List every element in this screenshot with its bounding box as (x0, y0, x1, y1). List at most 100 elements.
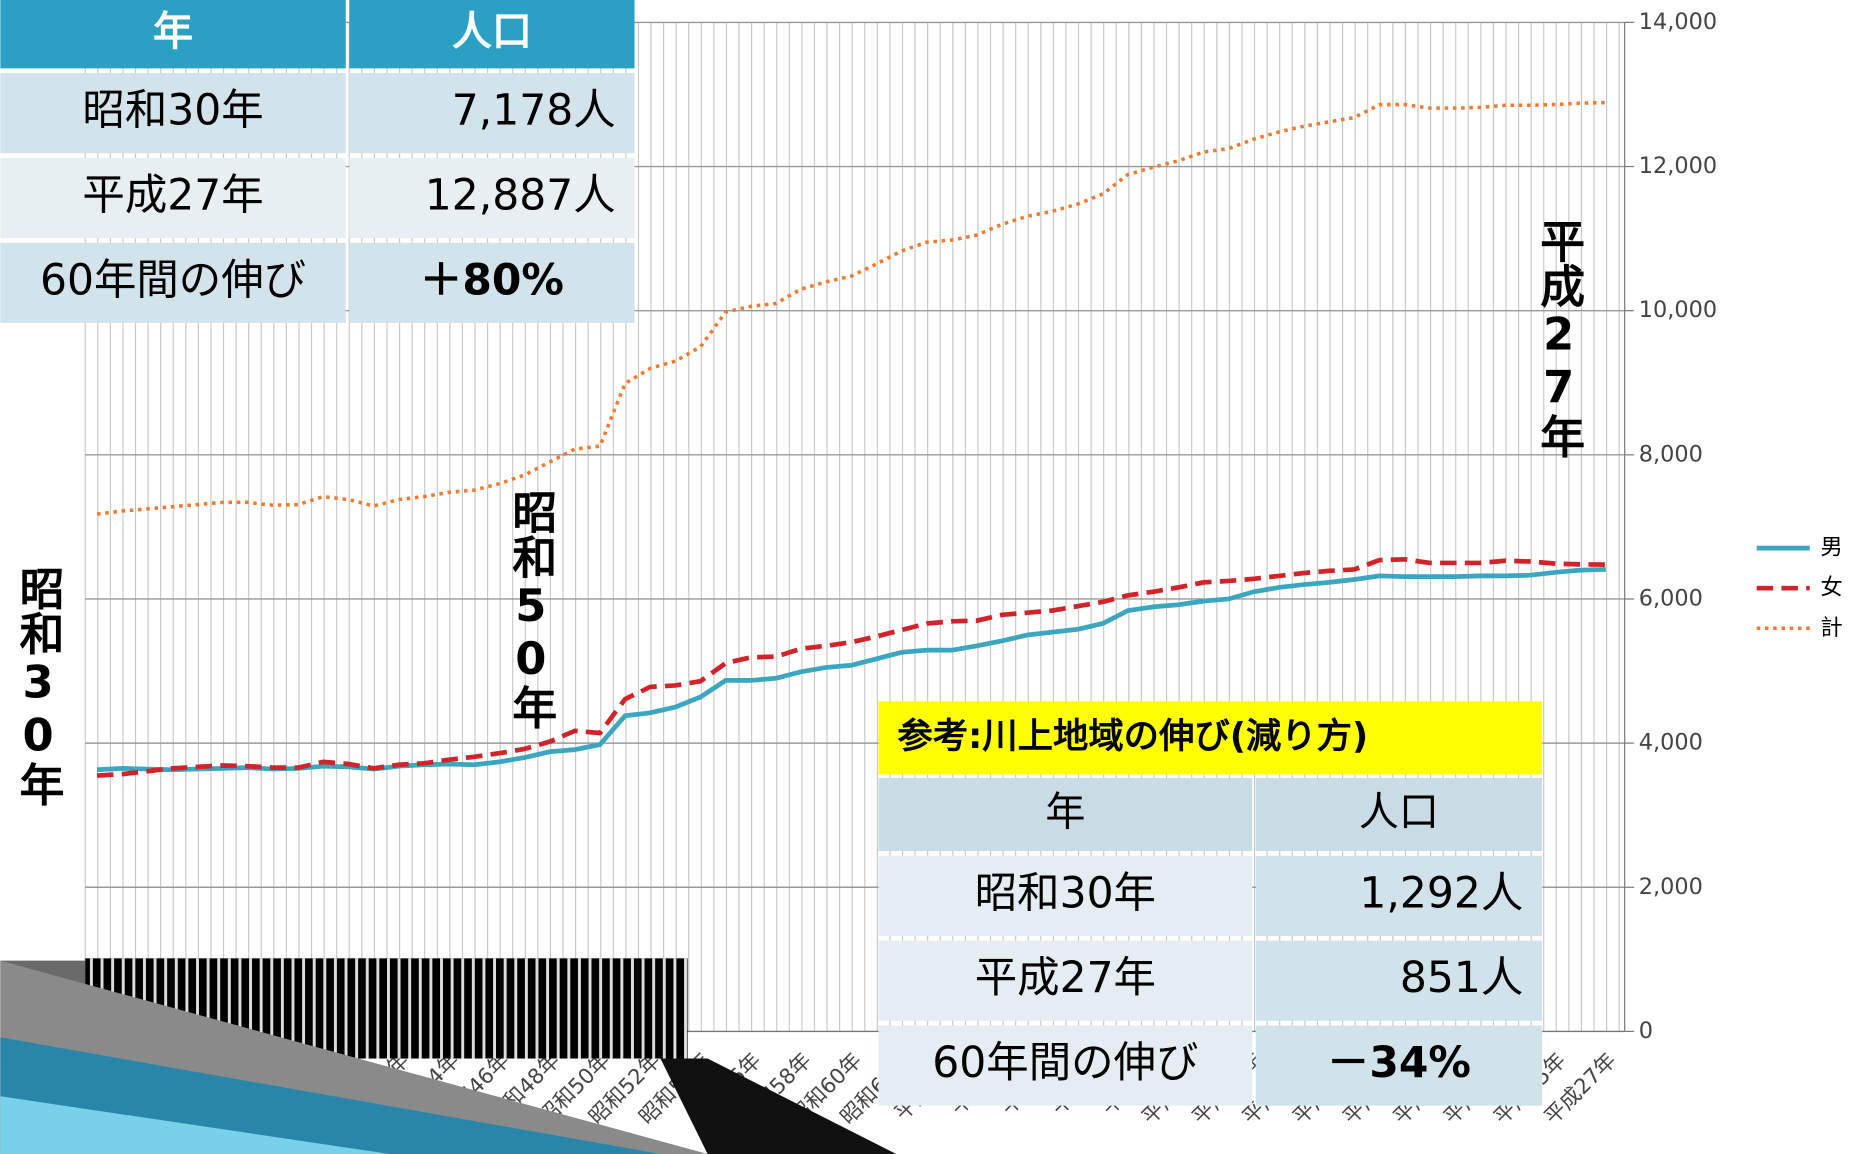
deco-stripe (493, 958, 497, 1059)
table-cell: 7,178人 (452, 87, 616, 136)
deco-stripe (185, 958, 189, 1059)
legend-label: 計 (1820, 615, 1842, 641)
deco-stripe (376, 958, 380, 1059)
deco-stripe (259, 958, 263, 1059)
legend-label: 女 (1820, 575, 1842, 601)
deco-stripe (238, 958, 242, 1059)
table-header: 人口 (452, 9, 532, 55)
deco-black2 (660, 1058, 897, 1154)
deco-stripe (408, 958, 412, 1059)
table-header: 年 (153, 9, 193, 55)
table-header-cell (349, 0, 635, 69)
deco-stripe (482, 958, 486, 1059)
deco-stripe (471, 958, 475, 1059)
deco-stripe (397, 958, 401, 1059)
annotation: 平成27年 (1532, 218, 1585, 458)
table-cell-bg (1255, 1025, 1543, 1106)
series-line (96, 556, 1606, 778)
table-header-cell (1255, 777, 1543, 852)
table-cell: 12,887人 (425, 172, 616, 221)
table-cell-bg (1255, 855, 1543, 936)
table-cell: 昭和30年 (82, 87, 263, 136)
deco-stripe (577, 958, 581, 1059)
deco-stripe (365, 958, 369, 1059)
deco-stripe (196, 958, 199, 1059)
y-tick-label: 12,000 (1639, 153, 1717, 179)
deco-stripe (546, 958, 550, 1059)
table-cell-bg (0, 73, 346, 154)
table-header-cell (0, 0, 346, 69)
deco-stripe (524, 958, 528, 1059)
deco-stripe (599, 958, 603, 1059)
table-cell-bg (878, 940, 1253, 1021)
deco-stripe (514, 958, 518, 1059)
deco-stripe (174, 958, 178, 1059)
y-tick-label: 2,000 (1639, 874, 1703, 900)
deco-stripe (302, 958, 306, 1059)
table-header-cell (878, 777, 1253, 852)
deco-light (0, 1096, 390, 1154)
legend-label: 男 (1820, 535, 1842, 561)
table-cell-bg (1255, 940, 1543, 1021)
deco-stripe (344, 958, 348, 1059)
table-cell-bg (349, 157, 635, 239)
y-tick-label: 0 (1639, 1018, 1653, 1044)
table-cell-bg (349, 73, 635, 154)
table-cell: 851人 (1400, 954, 1523, 1003)
deco-stripe (567, 958, 571, 1059)
deco-stripe (355, 958, 359, 1059)
table-title-bg (878, 701, 1543, 775)
deco-stripe (429, 958, 433, 1059)
table-cell-bg (349, 242, 635, 323)
deco-stripe (206, 958, 210, 1059)
deco-stripe (503, 958, 507, 1059)
table-cell-bg (0, 242, 346, 323)
table-header: 年 (1045, 790, 1085, 836)
deco-stripe (249, 958, 253, 1059)
deco-stripe (270, 958, 274, 1059)
table-cell: 60年間の伸び (40, 256, 306, 305)
deco-stripe (461, 958, 465, 1059)
table-cell: ＋80% (420, 256, 564, 305)
deco-stripe (684, 958, 687, 1059)
annotation: 昭和50年 (504, 489, 557, 729)
table-cell: 平成27年 (82, 172, 263, 221)
table-cell: 昭和30年 (975, 869, 1156, 918)
series-line (96, 567, 1606, 773)
deco-stripe (333, 958, 337, 1059)
deco-stripe (291, 958, 295, 1059)
y-tick-label: 8,000 (1639, 441, 1703, 467)
deco-stripe (280, 958, 284, 1059)
deco-stripe (386, 958, 390, 1059)
deco-stripe (418, 958, 422, 1059)
deco-stripe (323, 958, 327, 1059)
table-cell-bg (878, 855, 1253, 936)
deco-stripe (535, 958, 539, 1059)
deco-stripe (620, 958, 624, 1059)
table-cell-bg (0, 157, 346, 239)
deco-stripe (440, 958, 443, 1059)
table-header: 人口 (1359, 790, 1439, 836)
y-tick-label: 6,000 (1639, 585, 1703, 611)
table-cell: －34% (1327, 1039, 1471, 1088)
table-cell: 平成27年 (975, 954, 1156, 1003)
deco-stripe (312, 958, 316, 1059)
annotation: 昭和30年 (12, 566, 65, 806)
series-line (96, 100, 1606, 516)
deco-stripe (641, 958, 645, 1059)
table-title: 参考:川上地域の伸び(減り方) (897, 716, 1368, 757)
table-cell-bg (878, 1025, 1253, 1106)
deco-stripe (450, 958, 454, 1059)
deco-stripe (588, 958, 592, 1059)
y-tick-label: 4,000 (1639, 730, 1703, 756)
deco-stripe (609, 958, 613, 1059)
deco-stripe (662, 958, 666, 1059)
table-cell: 1,292人 (1359, 869, 1523, 918)
table-cell: 60年間の伸び (932, 1039, 1198, 1088)
deco-stripe (556, 958, 560, 1059)
y-tick-label: 10,000 (1639, 297, 1717, 323)
y-tick-label: 14,000 (1639, 9, 1717, 35)
deco-stripe (630, 958, 634, 1059)
